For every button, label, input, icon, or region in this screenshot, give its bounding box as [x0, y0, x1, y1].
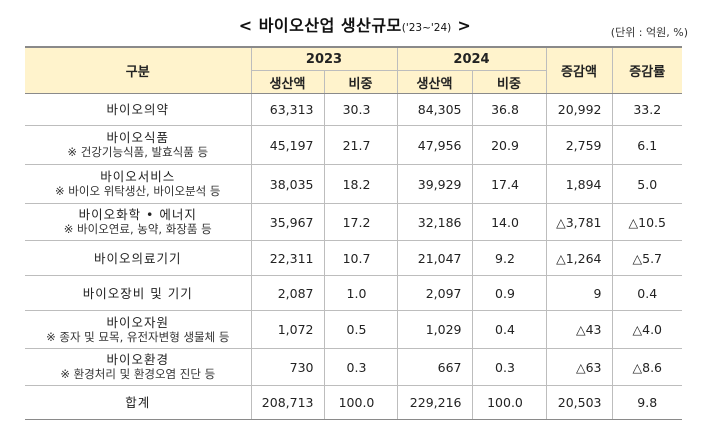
row-category: 바이오장비 및 기기 [25, 275, 252, 311]
cell-share-2023: 0.3 [323, 348, 398, 386]
cell-share-2024: 14.0 [471, 203, 547, 241]
cell-production-2023: 730 [250, 348, 325, 386]
cell-share-2023: 17.2 [323, 203, 398, 241]
cell-share-2024: 36.8 [471, 93, 547, 126]
cell-production-2023: 45,197 [250, 125, 325, 165]
cell-change-rate: △10.5 [611, 203, 682, 241]
cell-production-2024: 39,929 [396, 164, 473, 204]
cell-change-amount: 20,503 [545, 385, 613, 420]
cell-share-2024: 0.3 [471, 348, 547, 386]
cell-production-2023: 22,311 [250, 240, 325, 276]
table-row: 바이오의약 63,313 30.3 84,305 36.8 20,992 33.… [25, 93, 682, 126]
cell-production-2023: 1,072 [250, 310, 325, 349]
cell-production-2024: 229,216 [396, 385, 473, 420]
header-year-2024: 2024 [396, 46, 547, 71]
header-production-2024: 생산액 [396, 70, 473, 94]
cell-production-2024: 1,029 [396, 310, 473, 349]
header-year-2023: 2023 [250, 46, 398, 71]
cell-change-amount: △3,781 [545, 203, 613, 241]
row-category: 바이오식품 ※ 건강기능식품, 발효식품 등 [25, 125, 252, 165]
cell-share-2023: 21.7 [323, 125, 398, 165]
row-category: 바이오자원 ※ 종자 및 묘목, 유전자변형 생물체 등 [25, 310, 252, 349]
cell-production-2024: 47,956 [396, 125, 473, 165]
cell-change-amount: 20,992 [545, 93, 613, 126]
cell-production-2023: 38,035 [250, 164, 325, 204]
cell-share-2024: 9.2 [471, 240, 547, 276]
cell-production-2024: 2,097 [396, 275, 473, 311]
header-share-2023: 비중 [323, 70, 398, 94]
cell-share-2023: 0.5 [323, 310, 398, 349]
cell-change-rate: 5.0 [611, 164, 682, 204]
cell-production-2023: 35,967 [250, 203, 325, 241]
cell-production-2024: 21,047 [396, 240, 473, 276]
header-share-2024: 비중 [471, 70, 546, 94]
row-category: 바이오환경 ※ 환경처리 및 환경오염 진단 등 [25, 348, 252, 386]
title-close: > [451, 16, 472, 35]
cell-production-2023: 208,713 [250, 385, 325, 420]
cell-change-rate: △5.7 [611, 240, 682, 276]
header-category: 구분 [25, 46, 252, 94]
cell-change-rate: 0.4 [611, 275, 682, 311]
cell-change-amount: 1,894 [545, 164, 613, 204]
cell-change-rate: 9.8 [611, 385, 682, 420]
cell-change-rate: △4.0 [611, 310, 682, 349]
row-category: 바이오화학 • 에너지 ※ 바이오연료, 농약, 화장품 등 [25, 203, 252, 241]
cell-share-2023: 30.3 [323, 93, 398, 126]
cell-share-2024: 0.9 [471, 275, 547, 311]
row-category: 바이오서비스 ※ 바이오 위탁생산, 바이오분석 등 [25, 164, 252, 204]
cell-change-rate: △8.6 [611, 348, 682, 386]
row-category: 바이오의약 [25, 93, 252, 126]
cell-share-2024: 100.0 [471, 385, 547, 420]
table-row: 바이오장비 및 기기 2,087 1.0 2,097 0.9 9 0.4 [25, 275, 682, 311]
cell-share-2023: 18.2 [323, 164, 398, 204]
table-row-total: 합계 208,713 100.0 229,216 100.0 20,503 9.… [25, 385, 682, 420]
row-category: 바이오의료기기 [25, 240, 252, 276]
cell-change-amount: 9 [545, 275, 613, 311]
cell-change-amount: 2,759 [545, 125, 613, 165]
title-main: < 바이오산업 생산규모 [238, 16, 402, 35]
cell-change-amount: △43 [545, 310, 613, 349]
table-row: 바이오환경 ※ 환경처리 및 환경오염 진단 등 730 0.3 667 0.3 … [25, 348, 682, 386]
cell-change-amount: △1,264 [545, 240, 613, 276]
cell-change-rate: 6.1 [611, 125, 682, 165]
cell-production-2024: 667 [396, 348, 473, 386]
table-title: < 바이오산업 생산규모('23~'24) > [0, 12, 710, 36]
cell-change-rate: 33.2 [611, 93, 682, 126]
cell-production-2023: 2,087 [250, 275, 325, 311]
title-period: ('23~'24) [401, 22, 452, 34]
table-row: 바이오의료기기 22,311 10.7 21,047 9.2 △1,264 △5… [25, 240, 682, 276]
header-production-2023: 생산액 [250, 70, 325, 94]
header-change-rate: 증감률 [611, 46, 682, 94]
unit-label: (단위 : 억원, %) [610, 26, 688, 39]
cell-share-2024: 0.4 [471, 310, 547, 349]
cell-share-2024: 20.9 [471, 125, 547, 165]
cell-share-2024: 17.4 [471, 164, 547, 204]
cell-share-2023: 10.7 [323, 240, 398, 276]
bio-production-table: 구분 2023 2024 증감액 증감률 생산액 비중 생산액 비중 바이오의약… [25, 46, 682, 420]
cell-change-amount: △63 [545, 348, 613, 386]
table-row: 바이오서비스 ※ 바이오 위탁생산, 바이오분석 등 38,035 18.2 39… [25, 164, 682, 204]
cell-share-2023: 100.0 [323, 385, 398, 420]
cell-share-2023: 1.0 [323, 275, 398, 311]
table-row: 바이오식품 ※ 건강기능식품, 발효식품 등 45,197 21.7 47,956… [25, 125, 682, 165]
cell-production-2023: 63,313 [250, 93, 325, 126]
table-row: 바이오자원 ※ 종자 및 묘목, 유전자변형 생물체 등 1,072 0.5 1,… [25, 310, 682, 349]
row-category-total: 합계 [25, 385, 252, 420]
cell-production-2024: 32,186 [396, 203, 473, 241]
cell-production-2024: 84,305 [396, 93, 473, 126]
header-change-amount: 증감액 [545, 46, 613, 94]
table-row: 바이오화학 • 에너지 ※ 바이오연료, 농약, 화장품 등 35,967 17.… [25, 203, 682, 241]
